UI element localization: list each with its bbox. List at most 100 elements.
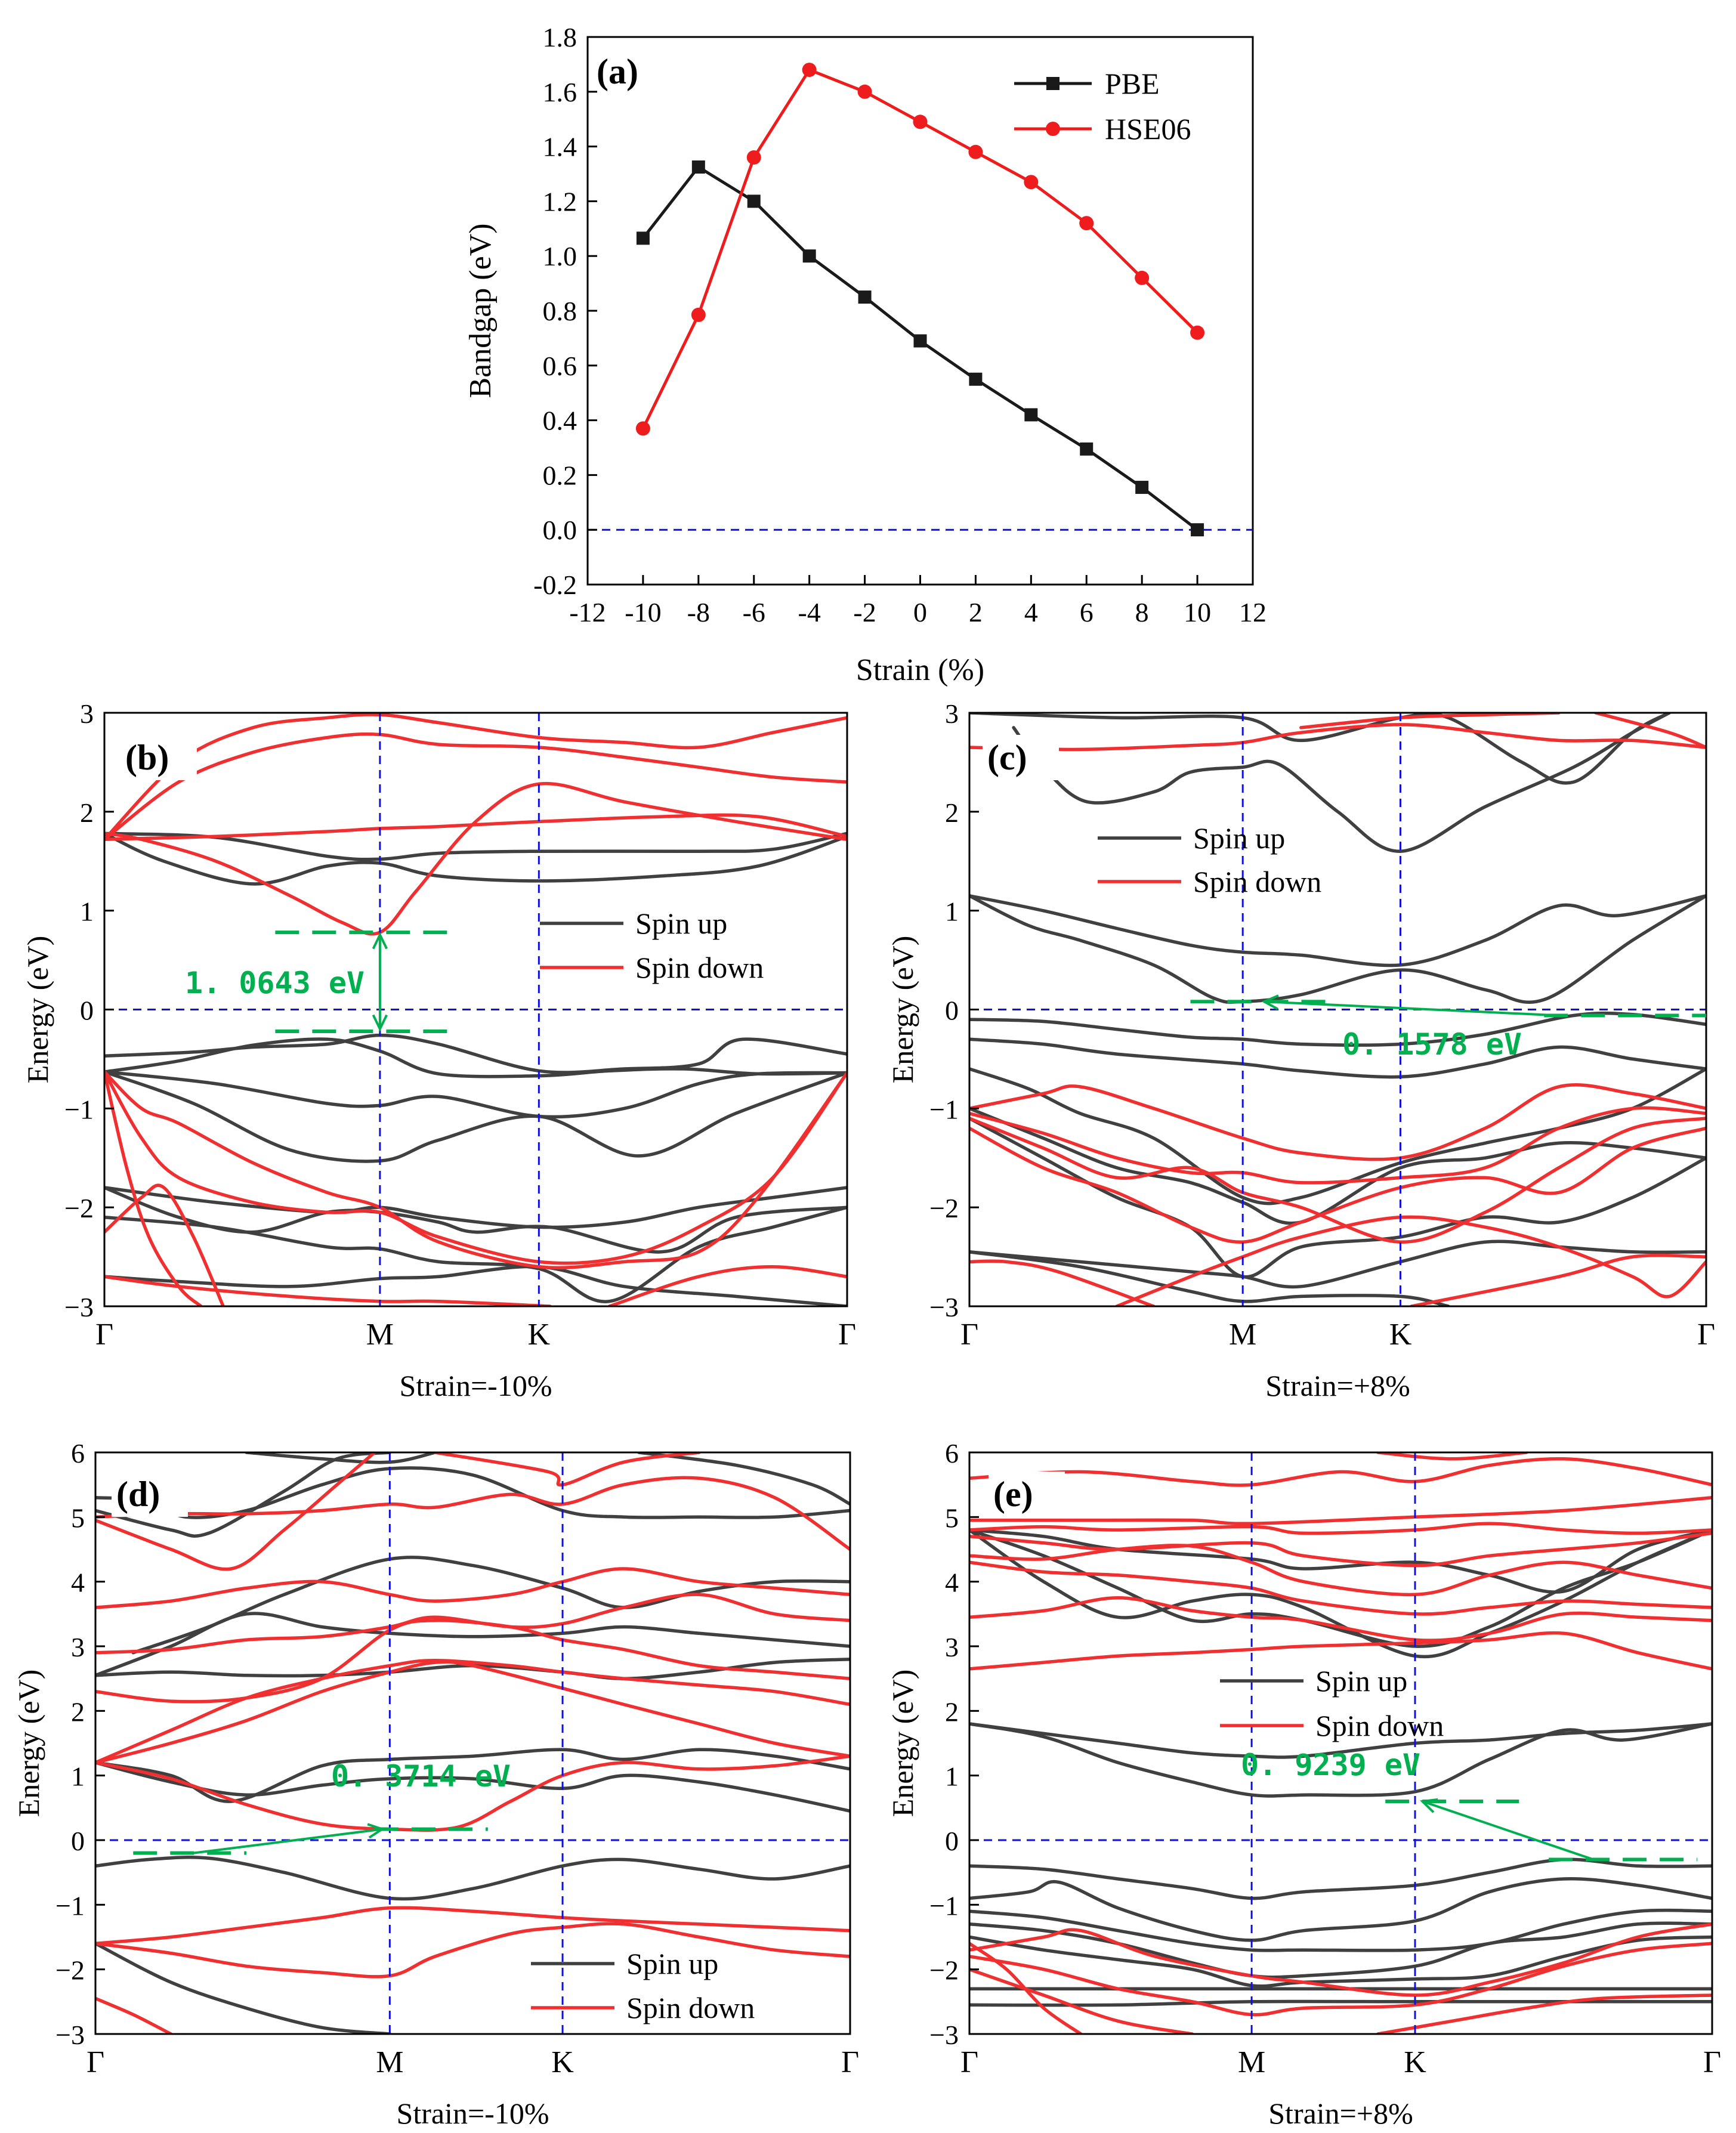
- band-spin-down: [104, 1275, 552, 1306]
- plot-frame: [968, 1451, 1713, 2035]
- y-tick-label: 0.4: [543, 406, 577, 436]
- k-point-label: K: [528, 1318, 551, 1352]
- band-spin-up: [104, 831, 847, 886]
- plot-frame: [968, 712, 1707, 1307]
- data-point: [913, 115, 928, 129]
- arrow-head: [1420, 1798, 1438, 1813]
- k-point-label: M: [1238, 2045, 1265, 2079]
- band-spin-down: [1376, 1452, 1528, 1461]
- band-spin-down: [95, 1452, 376, 1571]
- y-axis-label: Energy (eV): [12, 1670, 45, 1817]
- y-tick-label: −1: [55, 1890, 85, 1921]
- gap-value-label: 0. 3714 eV: [331, 1759, 511, 1794]
- y-tick-label: 3: [945, 1632, 959, 1662]
- band-spin-down: [969, 1544, 1712, 1597]
- band-spin-down: [104, 1070, 847, 1270]
- y-tick-label: 0.8: [543, 296, 577, 326]
- band-spin-down: [104, 1070, 847, 1265]
- band-spin-up: [104, 1037, 847, 1078]
- k-point-label: Γ: [1703, 2045, 1721, 2079]
- band-spin-up: [104, 1070, 847, 1119]
- y-axis-label: Energy (eV): [886, 936, 919, 1084]
- band-spin-down: [969, 1967, 1194, 2034]
- k-point-label: K: [1404, 2045, 1426, 2079]
- k-point-label: Γ: [87, 2045, 104, 2079]
- band-spin-down: [95, 1754, 850, 1832]
- data-point: [691, 160, 705, 174]
- plot-area: [969, 1452, 1712, 2034]
- gap-arrow: [193, 1828, 382, 1854]
- band-spin-down: [969, 1596, 1712, 1642]
- strain-caption: Strain=+8%: [1268, 2097, 1413, 2130]
- y-axis-label: Bandgap (eV): [464, 223, 498, 398]
- band-spin-down: [95, 1906, 850, 1946]
- band-spin-up: [969, 1722, 1712, 1759]
- arrow-head: [1261, 994, 1279, 1010]
- band-spin-down: [969, 1496, 1712, 1526]
- band-spin-down: [969, 1560, 1712, 1616]
- arrow-head: [372, 1014, 388, 1032]
- panel-label-bg: [983, 735, 1059, 780]
- legend-label: Spin up: [1315, 1664, 1407, 1698]
- y-tick-label: −3: [64, 1292, 94, 1322]
- y-tick-label: 0.2: [543, 460, 577, 490]
- y-tick-label: 1.4: [543, 132, 577, 162]
- legend-label: Spin up: [626, 1947, 718, 1980]
- y-tick-label: 2: [71, 1696, 85, 1727]
- band-spin-up: [104, 1265, 847, 1306]
- band-spin-up: [104, 1205, 847, 1303]
- band-spin-down: [95, 1922, 850, 1979]
- y-tick-label: 0.0: [543, 515, 577, 545]
- band-spin-down: [104, 713, 847, 842]
- band-spin-down: [969, 1259, 1156, 1306]
- x-axis-label: Strain (%): [856, 653, 984, 687]
- x-tick-label: -8: [687, 597, 710, 627]
- y-tick-label: −3: [929, 2020, 959, 2050]
- y-tick-label: −1: [929, 1094, 959, 1124]
- y-tick-label: 2: [80, 797, 94, 828]
- x-tick-label: 12: [1239, 597, 1267, 627]
- y-tick-label: 2: [945, 797, 959, 828]
- panel-label-bg: [112, 1472, 188, 1517]
- y-tick-label: 2: [945, 1696, 959, 1727]
- band-spin-up: [969, 1999, 1712, 2007]
- band-spin-down: [969, 1922, 1712, 1997]
- band-spin-up: [95, 1761, 850, 1813]
- strain-caption: Strain=+8%: [1265, 1369, 1410, 1402]
- band-spin-down: [95, 1593, 850, 1655]
- series-line-pbe: [641, 165, 1198, 531]
- plot-area: [969, 713, 1706, 1306]
- panel-label: (e): [993, 1474, 1033, 1514]
- y-tick-label: 1: [945, 897, 959, 927]
- band-spin-up: [95, 1942, 392, 2034]
- legend-label: HSE06: [1105, 112, 1191, 146]
- x-tick-label: -4: [798, 597, 821, 627]
- y-tick-label: −1: [64, 1094, 94, 1124]
- y-axis-label: Energy (eV): [21, 936, 54, 1084]
- y-tick-label: −2: [64, 1193, 94, 1223]
- x-tick-label: 6: [1080, 597, 1094, 627]
- data-point: [747, 194, 761, 208]
- band-spin-up: [969, 1117, 1706, 1279]
- data-point: [968, 144, 983, 159]
- band-spin-up: [969, 1877, 1712, 1942]
- data-point: [1135, 270, 1150, 285]
- k-point-label: Γ: [960, 2045, 978, 2079]
- y-tick-label: 1.2: [543, 186, 577, 217]
- k-point-label: Γ: [841, 2045, 859, 2079]
- y-tick-label: 4: [945, 1568, 959, 1598]
- y-tick-label: −1: [929, 1890, 959, 1921]
- panel-label: (c): [987, 738, 1027, 777]
- data-point: [1024, 175, 1039, 190]
- data-point: [1024, 408, 1038, 422]
- band-spin-up: [95, 1856, 850, 1901]
- band-spin-down: [969, 1531, 1712, 1568]
- k-point-label: Γ: [1697, 1318, 1715, 1352]
- band-spin-down: [1410, 1253, 1706, 1306]
- y-tick-label: −2: [929, 1193, 959, 1223]
- y-tick-label: 0: [80, 996, 94, 1026]
- arrow-head: [372, 932, 388, 950]
- gap-value-label: 0. 9239 eV: [1241, 1748, 1420, 1782]
